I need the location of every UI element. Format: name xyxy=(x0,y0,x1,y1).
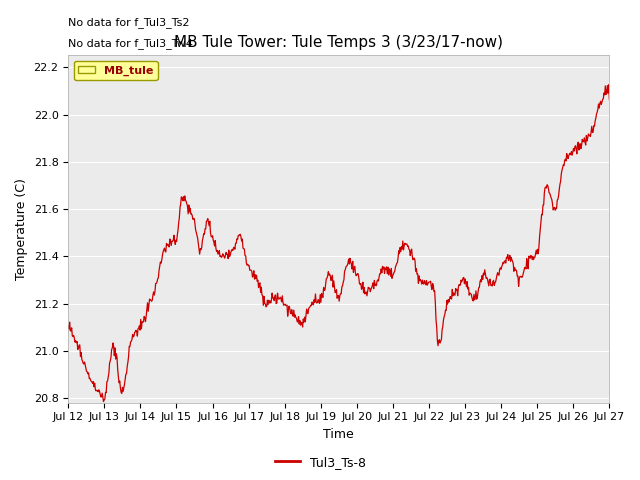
Text: No data for f_Tul3_Tw4: No data for f_Tul3_Tw4 xyxy=(68,37,193,48)
Legend: Tul3_Ts-8: Tul3_Ts-8 xyxy=(269,451,371,474)
Text: No data for f_Tul3_Ts2: No data for f_Tul3_Ts2 xyxy=(68,17,190,28)
Legend: MB_tule: MB_tule xyxy=(74,61,157,80)
X-axis label: Time: Time xyxy=(323,428,354,441)
Y-axis label: Temperature (C): Temperature (C) xyxy=(15,178,28,280)
Title: MB Tule Tower: Tule Temps 3 (3/23/17-now): MB Tule Tower: Tule Temps 3 (3/23/17-now… xyxy=(174,35,503,50)
